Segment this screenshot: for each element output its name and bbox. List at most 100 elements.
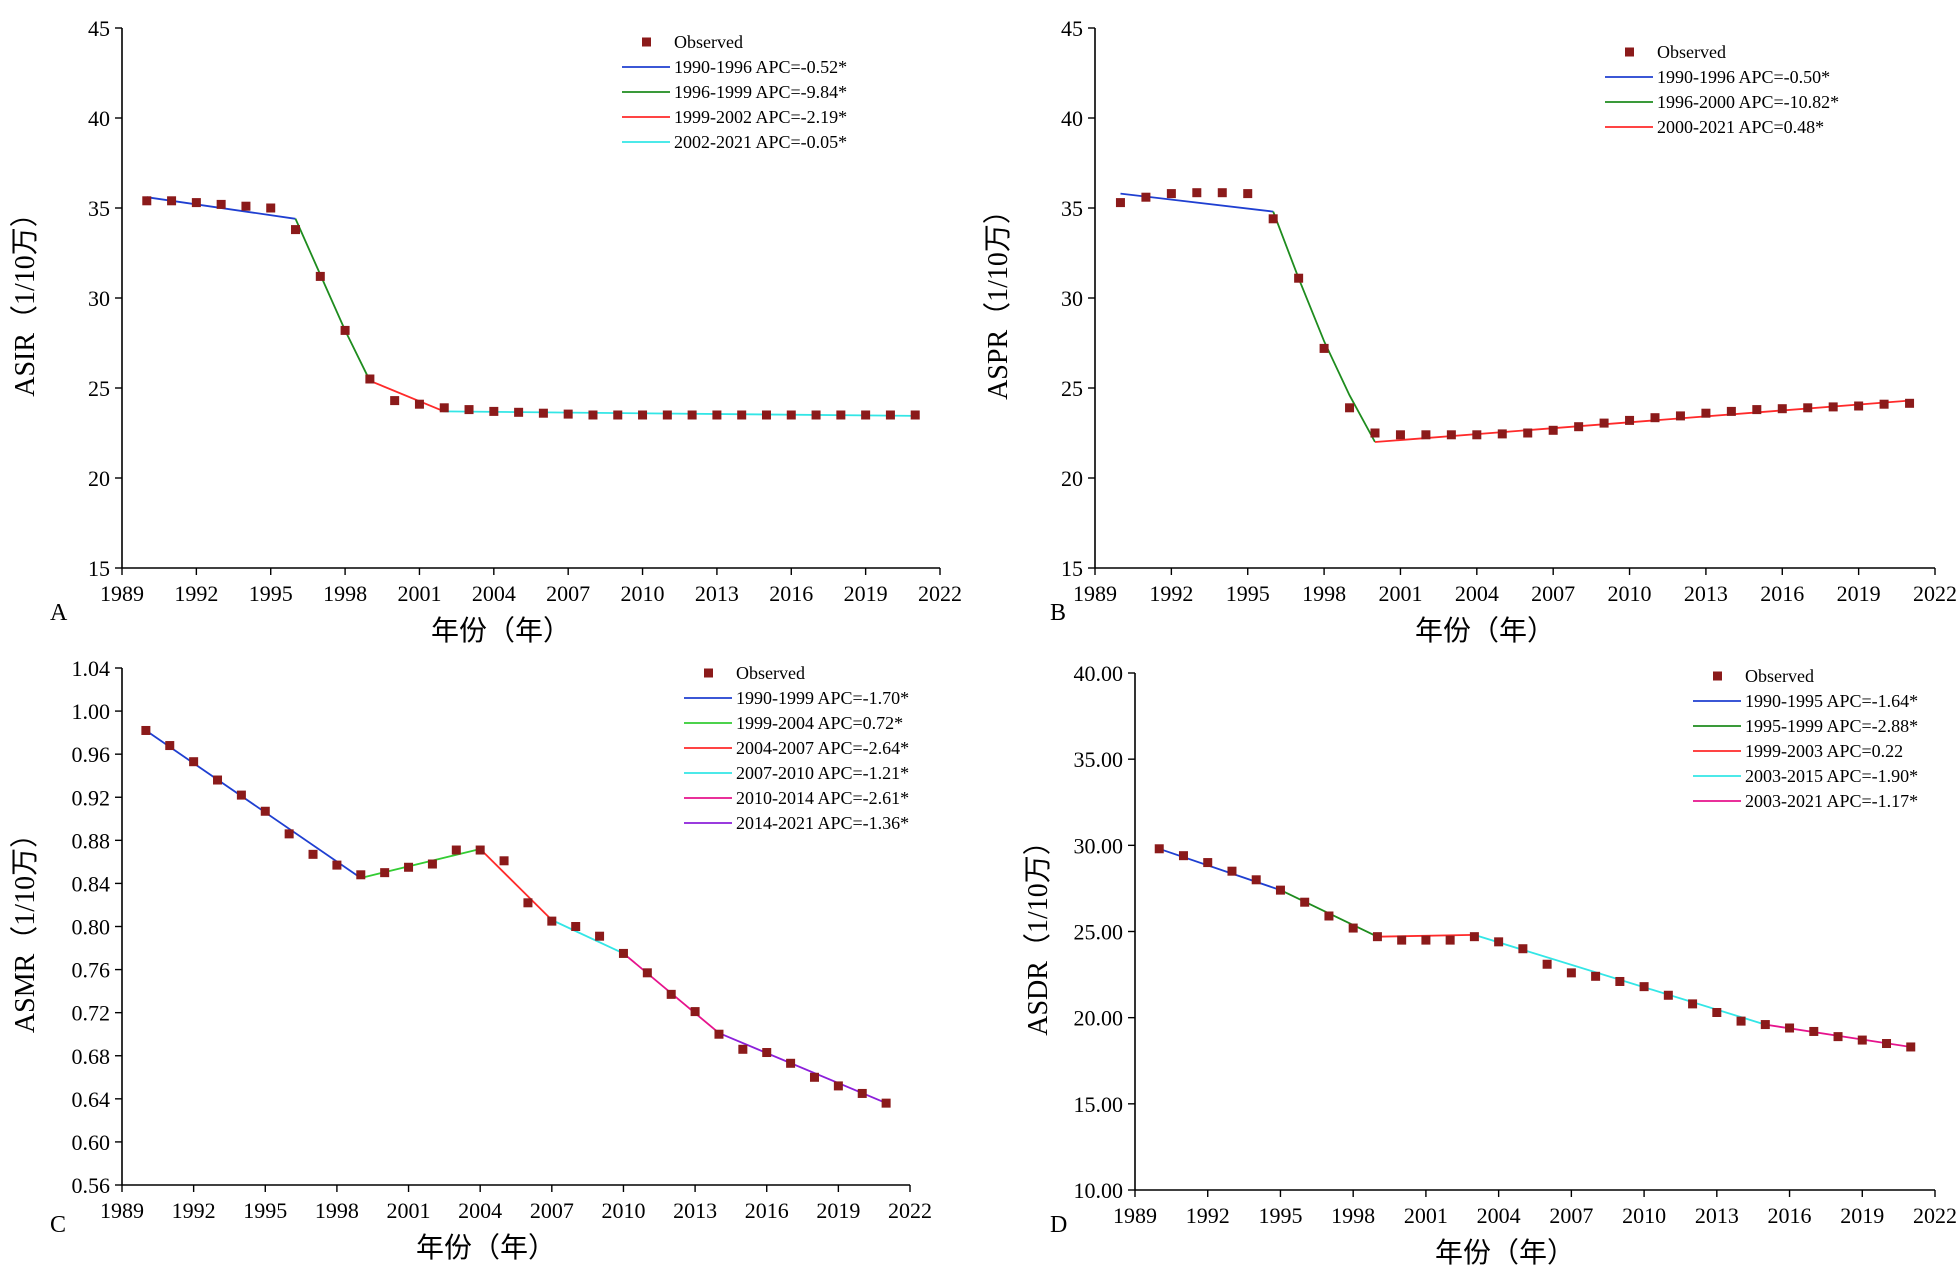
observed-point (1469, 932, 1479, 942)
y-tick-label: 0.60 (72, 1130, 111, 1155)
x-axis-title: 年份（年） (1415, 615, 1555, 647)
observed-point (1548, 425, 1558, 435)
observed-point (489, 406, 499, 416)
y-axis-title: ASDR（1/10万） (1022, 827, 1054, 1035)
x-axis-title: 年份（年） (431, 615, 571, 647)
x-tick-label: 1998 (323, 581, 367, 606)
observed-point (666, 989, 676, 999)
observed-point (712, 410, 722, 420)
x-tick-label: 1995 (243, 1198, 287, 1223)
observed-point (881, 1098, 891, 1108)
y-tick-label: 0.84 (72, 871, 111, 896)
y-tick-label: 25 (1061, 376, 1083, 401)
observed-point (595, 931, 605, 941)
observed-point (786, 1058, 796, 1068)
observed-point (1854, 401, 1864, 411)
y-tick-label: 40.00 (1074, 661, 1124, 686)
observed-point (1397, 935, 1407, 945)
observed-point (1591, 971, 1601, 981)
observed-point (690, 1007, 700, 1017)
observed-point (687, 410, 697, 420)
x-tick-label: 1998 (1331, 1203, 1375, 1228)
x-tick-label: 2019 (1837, 581, 1881, 606)
observed-point (737, 410, 747, 420)
observed-point (1906, 1042, 1916, 1052)
observed-point (1300, 897, 1310, 907)
observed-point (1141, 192, 1151, 202)
observed-point (1243, 189, 1253, 199)
legend-entry: 1996-1999 APC=-9.84* (674, 82, 847, 102)
legend: Observed 1990-1996 APC=-0.50* 1996-2000 AP… (1605, 42, 1839, 137)
observed-point (885, 410, 895, 420)
y-tick-label: 35 (1061, 196, 1083, 221)
observed-point (332, 860, 342, 870)
observed-point (662, 410, 672, 420)
panel-letter: C (50, 1212, 66, 1238)
legend-observed-marker (642, 37, 651, 47)
x-axis-title: 年份（年） (1435, 1237, 1575, 1267)
x-tick-label: 2007 (1549, 1203, 1593, 1228)
y-tick-label: 20.00 (1074, 1006, 1124, 1031)
observed-point (1882, 1039, 1892, 1049)
observed-point (547, 916, 557, 926)
observed-point (414, 399, 424, 409)
observed-point (1828, 402, 1838, 412)
x-tick-label: 2001 (1404, 1203, 1448, 1228)
y-tick-label: 45 (1061, 16, 1083, 41)
series-line-2 (294, 218, 371, 382)
x-tick-label: 1998 (315, 1198, 359, 1223)
observed-point (1203, 858, 1213, 868)
series-line-3 (369, 379, 445, 413)
observed-point (1760, 1020, 1770, 1030)
observed-point (857, 1088, 867, 1098)
y-tick-label: 0.64 (72, 1087, 111, 1112)
observed-point (1395, 430, 1405, 440)
observed-point (1736, 1016, 1746, 1026)
observed-point (308, 849, 318, 859)
observed-point (1663, 990, 1673, 1000)
observed-point (451, 845, 461, 855)
observed-point (1115, 198, 1125, 208)
panel-d: 10.00 15.00 20.00 25.00 30.00 35.00 40.00 1989 1… (1022, 661, 1957, 1267)
legend: Observed 1990-1996 APC=-0.52* 1996-1999 AP… (622, 32, 847, 152)
observed-point (499, 856, 509, 866)
observed-point (1688, 999, 1698, 1009)
legend-entry: 1999-2003 APC=0.22 (1745, 741, 1903, 761)
x-tick-label: 2001 (397, 581, 441, 606)
observed-point (1421, 430, 1431, 440)
x-tick-label: 1989 (100, 1198, 144, 1223)
observed-point (356, 870, 366, 880)
observed-point (1574, 422, 1584, 432)
observed-point (142, 196, 152, 206)
observed-point (1319, 343, 1329, 353)
y-tick-label: 30 (1061, 286, 1083, 311)
x-tick-label: 2016 (769, 581, 813, 606)
observed-point (1178, 851, 1188, 861)
legend-observed-label: Observed (736, 663, 805, 683)
observed-point (1777, 404, 1787, 414)
x-tick-label: 2022 (888, 1198, 932, 1223)
x-tick-label: 2013 (695, 581, 739, 606)
legend-observed-marker (1625, 47, 1634, 57)
observed-point (1324, 911, 1334, 921)
observed-point (390, 396, 400, 406)
observed-point (1372, 932, 1382, 942)
x-tick-label: 2016 (1768, 1203, 1812, 1228)
observed-point (571, 922, 581, 931)
observed-point (1809, 1026, 1819, 1036)
observed-point (439, 403, 449, 413)
observed-point (1348, 923, 1358, 933)
observed-point (189, 757, 199, 767)
y-tick-label: 15 (1061, 556, 1083, 581)
legend-entry: 1990-1996 APC=-0.52* (674, 57, 847, 77)
y-tick-label: 25 (88, 376, 110, 401)
x-tick-label: 2013 (673, 1198, 717, 1223)
y-tick-label: 30 (88, 286, 110, 311)
x-tick-label: 1995 (1258, 1203, 1302, 1228)
observed-point (762, 1048, 772, 1058)
legend-observed-label: Observed (1745, 666, 1814, 686)
x-tick-label: 1992 (1149, 581, 1193, 606)
observed-point (1625, 415, 1635, 425)
observed-point (1251, 875, 1261, 885)
y-tick-label: 0.88 (72, 828, 111, 853)
